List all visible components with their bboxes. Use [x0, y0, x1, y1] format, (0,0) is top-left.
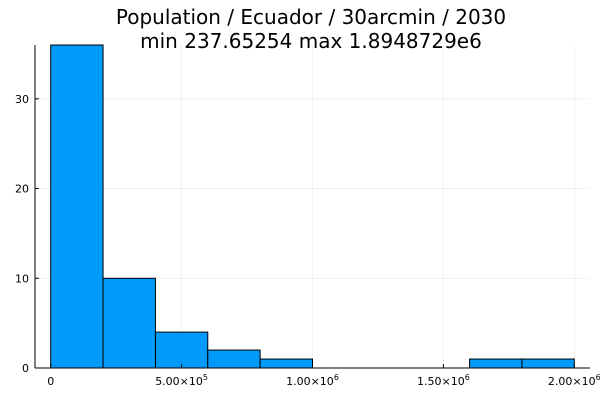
- y-tick-label-1: 10: [15, 272, 29, 285]
- bars: [50, 44, 575, 369]
- histogram-bar-9: [521, 358, 575, 369]
- chart-title: Population / Ecuador / 30arcmin / 2030: [116, 5, 506, 29]
- x-tick-label-0: 0: [47, 375, 54, 388]
- histogram-bar-1: [102, 277, 156, 369]
- x-tick-label-4: 2.00×106: [548, 373, 600, 388]
- y-tick-labels: 0 10 20 30: [15, 93, 29, 375]
- x-tick-label-1: 5.00×105: [155, 373, 208, 388]
- histogram-bar-4: [259, 358, 313, 369]
- histogram-bar-8: [469, 358, 523, 369]
- histogram-bar-2: [154, 331, 209, 369]
- histogram-bar-3: [207, 349, 261, 369]
- histogram-bar-0: [50, 44, 104, 369]
- chart-subtitle: min 237.65254 max 1.8948729e6: [140, 29, 482, 53]
- x-tick-label-2: 1.00×106: [286, 373, 339, 388]
- x-tick-label-3: 1.50×106: [417, 373, 470, 388]
- axes: [34, 45, 590, 369]
- y-tick-label-2: 20: [15, 183, 29, 196]
- y-tick-label-0: 0: [22, 362, 29, 375]
- y-tick-label-3: 30: [15, 93, 29, 106]
- x-tick-labels: 0 5.00×105 1.00×106 1.50×106 2.00×106: [47, 373, 600, 388]
